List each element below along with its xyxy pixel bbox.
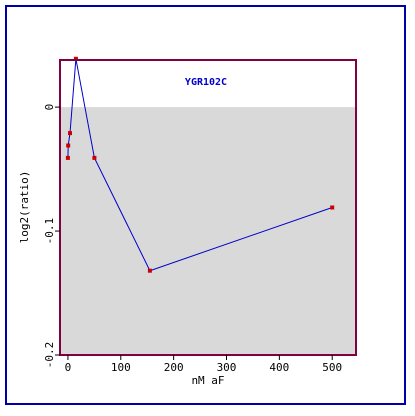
- y-tick-label: -0.1: [43, 218, 56, 245]
- y-axis-title: log2(ratio): [18, 171, 31, 244]
- plot-area-border: [59, 59, 357, 356]
- chart-title: YGR102C: [185, 77, 227, 88]
- x-tick-label: 500: [322, 361, 342, 374]
- x-tick-label: 200: [164, 361, 184, 374]
- data-point: [92, 155, 97, 160]
- x-tick-label: 100: [111, 361, 131, 374]
- x-axis-title: nM aF: [191, 374, 224, 387]
- x-ticks-layer: 0 100 200 300 400 500: [65, 355, 342, 374]
- data-point: [68, 131, 72, 136]
- data-point: [73, 56, 78, 61]
- data-points-layer: [65, 56, 335, 273]
- y-ticks-layer: 0 -0.1 -0.2: [43, 104, 60, 368]
- y-tick-label: -0.2: [43, 342, 56, 369]
- x-tick-label: 300: [217, 361, 237, 374]
- shaded-region-layer: [60, 107, 356, 356]
- data-point: [330, 205, 335, 210]
- x-tick-label: 0: [65, 361, 72, 374]
- shaded-region: [60, 107, 356, 356]
- data-point: [66, 143, 71, 148]
- data-point: [65, 155, 70, 160]
- x-tick-label: 400: [269, 361, 289, 374]
- y-tick-label: 0: [43, 104, 56, 111]
- data-point: [147, 268, 152, 273]
